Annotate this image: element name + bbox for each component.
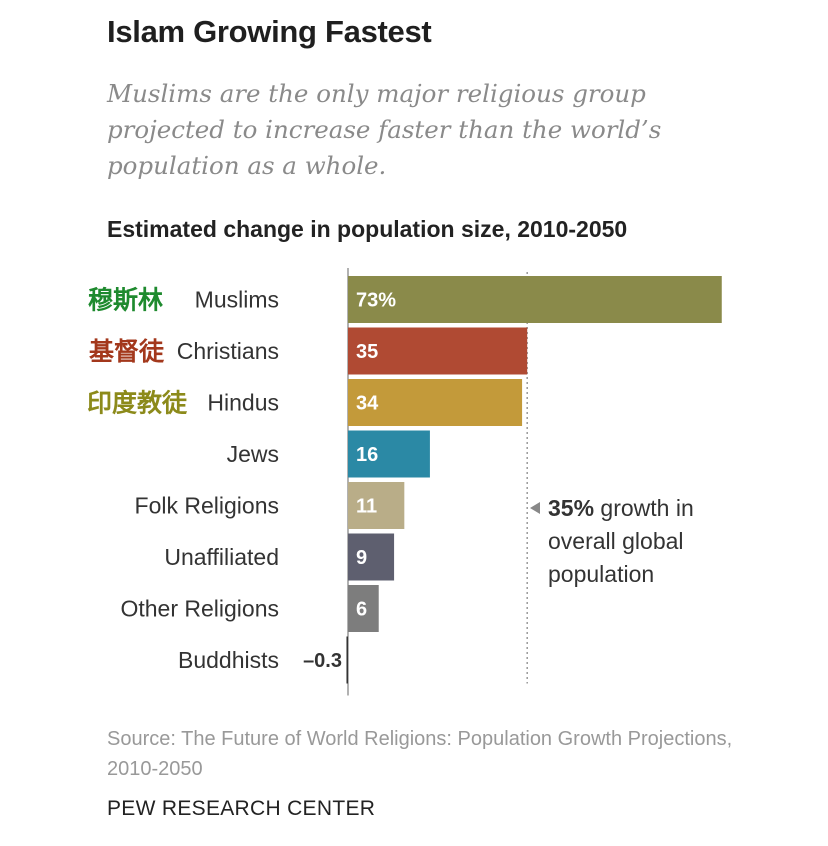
category-label: Buddhists <box>178 647 279 673</box>
footer-brand: PEW RESEARCH CENTER <box>107 797 376 820</box>
bar-unaffiliated <box>348 533 395 581</box>
chart-subtitle: Muslims are the only major religious gro… <box>107 79 662 180</box>
value-label: 16 <box>356 444 378 466</box>
value-label: 35 <box>356 341 378 363</box>
chart-title: Islam Growing Fastest <box>107 14 432 49</box>
category-label: Christians <box>177 338 279 364</box>
value-label: 6 <box>356 599 367 621</box>
value-label: 73% <box>356 290 396 312</box>
category-label: Unaffiliated <box>164 544 279 570</box>
bar-buddhists <box>346 636 348 684</box>
chinese-label: 基督徒 <box>89 337 165 366</box>
category-label: Jews <box>227 441 279 467</box>
annotation-text: growth in overall global population <box>548 495 694 587</box>
category-label: Hindus <box>207 390 279 416</box>
chinese-label: 穆斯林 <box>88 286 163 315</box>
annotation-bold: 35% <box>548 495 595 521</box>
annotation-arrow-icon <box>530 502 540 514</box>
value-label: 34 <box>356 393 379 415</box>
bar-hindus <box>348 379 523 426</box>
source-note: Source: The Future of World Religions: P… <box>107 728 733 780</box>
bar-jews <box>348 430 430 478</box>
bar-muslims <box>348 276 722 323</box>
bar-folk-religions <box>348 482 405 529</box>
category-label: Other Religions <box>120 596 279 622</box>
bar-christians <box>348 327 528 375</box>
category-label: Folk Religions <box>135 493 279 519</box>
category-label: Muslims <box>195 287 279 313</box>
reference-annotation: 35% growth in overall global population <box>548 492 748 591</box>
value-label: –0.3 <box>303 650 342 672</box>
chinese-label: 印度教徒 <box>87 389 188 418</box>
value-label: 11 <box>356 496 377 518</box>
chart-heading: Estimated change in population size, 201… <box>107 216 628 242</box>
bar-other-religions <box>348 585 379 632</box>
value-label: 9 <box>356 547 367 569</box>
